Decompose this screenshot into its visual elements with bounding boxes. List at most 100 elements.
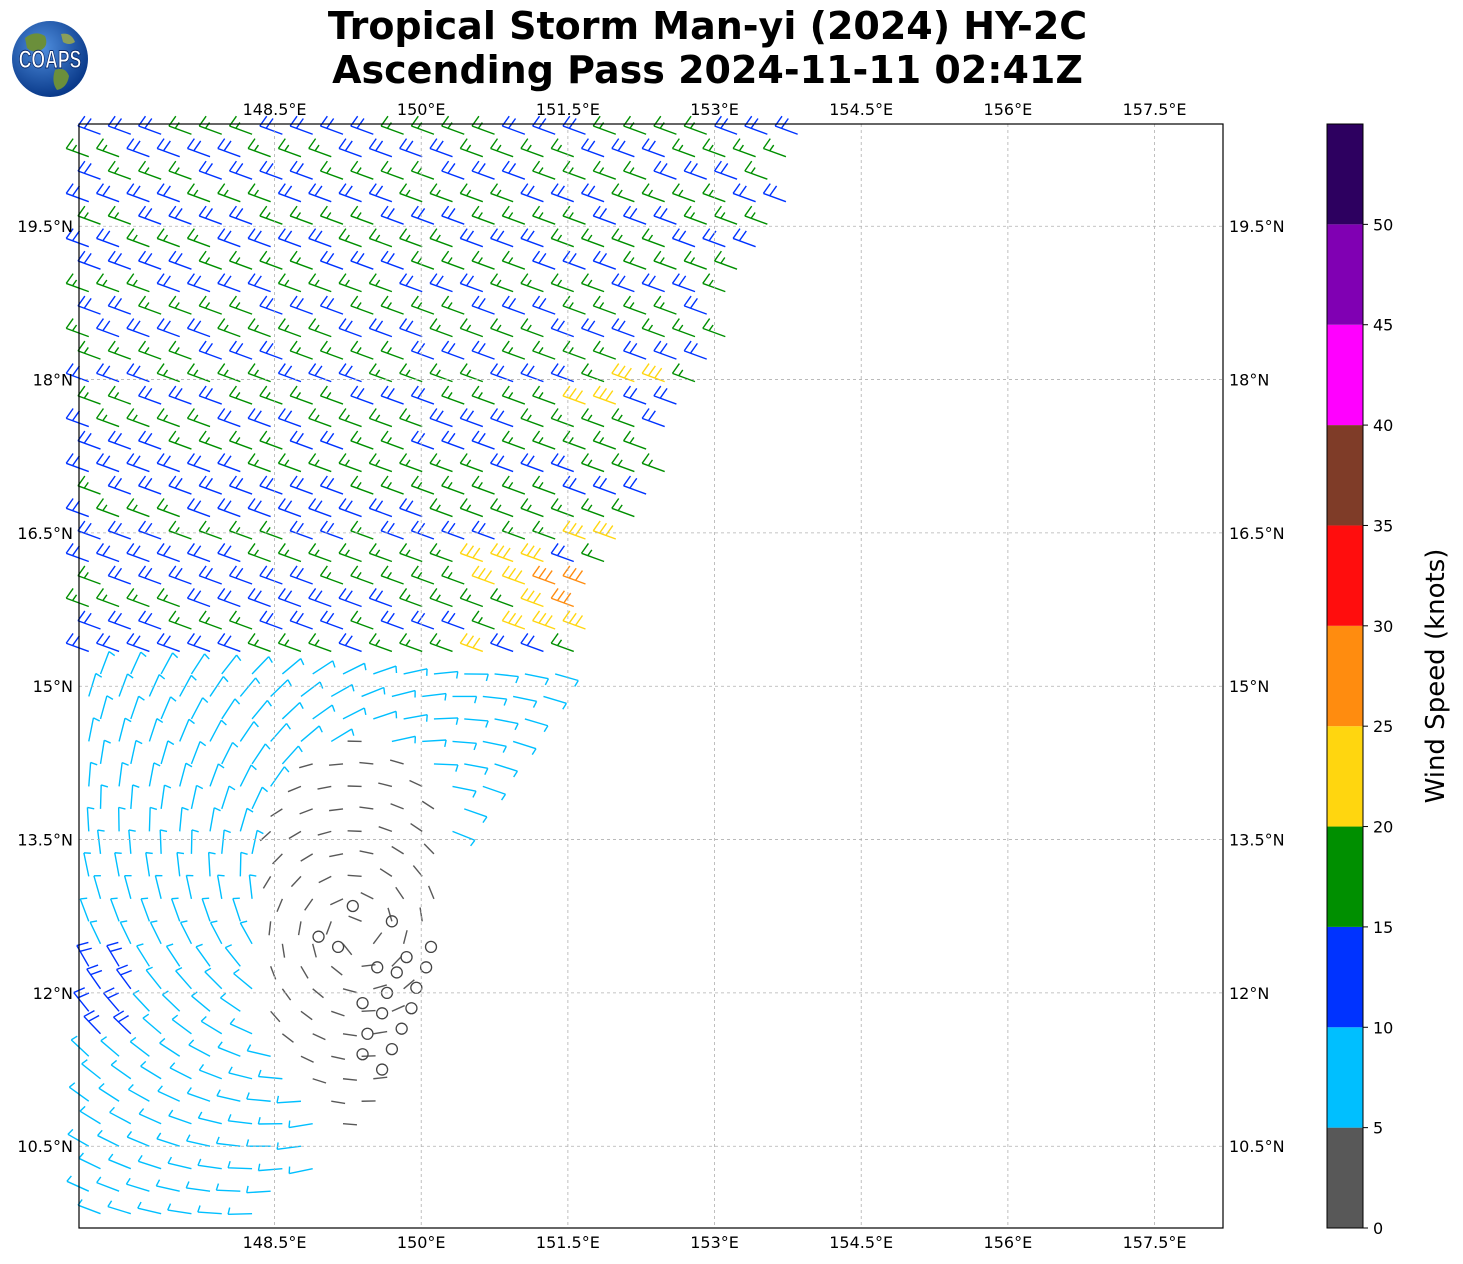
wind-barb xyxy=(732,183,756,203)
wind-barb xyxy=(380,385,404,405)
wind-barb xyxy=(188,1039,211,1057)
wind-barb xyxy=(391,845,404,855)
wind-barb xyxy=(368,543,393,563)
wind-barb xyxy=(126,498,150,518)
wind-barb xyxy=(156,318,180,338)
wind-barb xyxy=(168,250,192,270)
wind-barb xyxy=(550,543,574,563)
wind-barb xyxy=(391,735,417,744)
wind-barb xyxy=(186,588,211,608)
wind-barb xyxy=(423,843,435,855)
wind-barb xyxy=(115,964,132,990)
wind-barb xyxy=(592,475,617,495)
wind-barb xyxy=(156,138,180,158)
wind-barb xyxy=(342,707,367,720)
title-block: Tropical Storm Man-yi (2024) HY-2C Ascen… xyxy=(0,4,1415,92)
wind-barb xyxy=(154,874,163,900)
wind-barb xyxy=(501,430,526,450)
wind-barb xyxy=(198,160,222,180)
wind-barb xyxy=(471,295,495,315)
wind-barb xyxy=(221,829,231,854)
wind-barb xyxy=(359,806,374,810)
wind-barb xyxy=(410,822,423,832)
wind-barb xyxy=(380,565,404,585)
wind-barb xyxy=(228,565,253,585)
wind-barb xyxy=(221,654,242,675)
wind-barb xyxy=(288,1120,313,1129)
lat-tick-label-left: 19.5°N xyxy=(17,217,73,236)
wind-barb xyxy=(281,1033,294,1043)
wind-barb xyxy=(380,520,404,540)
wind-barb xyxy=(490,318,514,338)
wind-barb xyxy=(148,806,158,832)
wind-barb xyxy=(501,340,526,360)
wind-barb xyxy=(126,228,150,248)
wind-barb xyxy=(319,295,344,315)
wind-barb xyxy=(368,408,393,428)
wind-barb xyxy=(395,886,405,900)
calm-wind-circle xyxy=(361,1027,374,1040)
wind-barb xyxy=(233,968,253,990)
wind-barb xyxy=(331,1010,345,1017)
wind-barb xyxy=(494,718,519,731)
wind-barb xyxy=(99,739,111,765)
wind-barb xyxy=(247,453,271,473)
wind-barb xyxy=(641,138,665,158)
wind-barb xyxy=(130,651,147,675)
wind-barb xyxy=(330,965,343,976)
wind-barb xyxy=(246,1185,271,1194)
wind-barb xyxy=(338,498,362,518)
wind-barb xyxy=(441,205,465,225)
wind-barb xyxy=(441,295,465,315)
wind-barb xyxy=(126,1131,150,1147)
wind-barb xyxy=(359,850,374,855)
wind-barb xyxy=(373,984,387,990)
wind-barb xyxy=(429,363,453,383)
wind-barb xyxy=(319,610,344,630)
wind-barb xyxy=(410,205,435,225)
lat-tick-label-left: 18°N xyxy=(33,371,73,390)
wind-barb xyxy=(580,183,605,203)
wind-barb xyxy=(77,565,101,585)
lon-tick-label-bottom: 148.5°E xyxy=(243,1233,307,1252)
lat-tick-label-right: 15°N xyxy=(1229,677,1269,696)
wind-barb xyxy=(350,295,374,315)
wind-barb xyxy=(126,273,150,293)
wind-barb xyxy=(702,273,726,293)
wind-barb xyxy=(137,1201,162,1215)
wind-barb xyxy=(653,385,677,405)
wind-barb xyxy=(671,318,696,338)
calm-wind-circle xyxy=(424,940,438,954)
wind-barb xyxy=(372,932,383,945)
lon-tick-label-top: 148.5°E xyxy=(243,100,307,119)
wind-barb xyxy=(65,138,90,158)
wind-barb xyxy=(289,385,313,405)
wind-barb xyxy=(319,160,344,180)
wind-barb xyxy=(410,340,435,360)
wind-barb xyxy=(471,565,495,585)
wind-barb xyxy=(197,1205,222,1215)
wind-barb xyxy=(592,520,617,540)
wind-barb xyxy=(490,633,514,653)
wind-barb xyxy=(338,228,362,248)
wind-barb xyxy=(140,1060,162,1080)
wind-barb xyxy=(459,138,484,158)
wind-barb xyxy=(197,1111,222,1125)
wind-barb xyxy=(232,897,241,922)
wind-barb xyxy=(653,295,677,315)
wind-barb xyxy=(433,763,459,772)
wind-barb xyxy=(138,340,162,360)
wind-barb xyxy=(328,763,344,766)
lon-tick-label-top: 154.5°E xyxy=(829,100,893,119)
wind-barb xyxy=(325,921,332,935)
wind-barb xyxy=(270,722,291,742)
wind-barb xyxy=(532,430,556,450)
colorbar-segment xyxy=(1327,926,1363,1028)
wind-barb xyxy=(464,763,489,775)
wind-barb xyxy=(342,1033,357,1037)
wind-barb xyxy=(95,408,120,428)
calm-wind-circle xyxy=(410,981,423,994)
wind-barb xyxy=(562,385,586,405)
wind-barb xyxy=(125,1177,150,1192)
wind-barb xyxy=(399,543,423,563)
